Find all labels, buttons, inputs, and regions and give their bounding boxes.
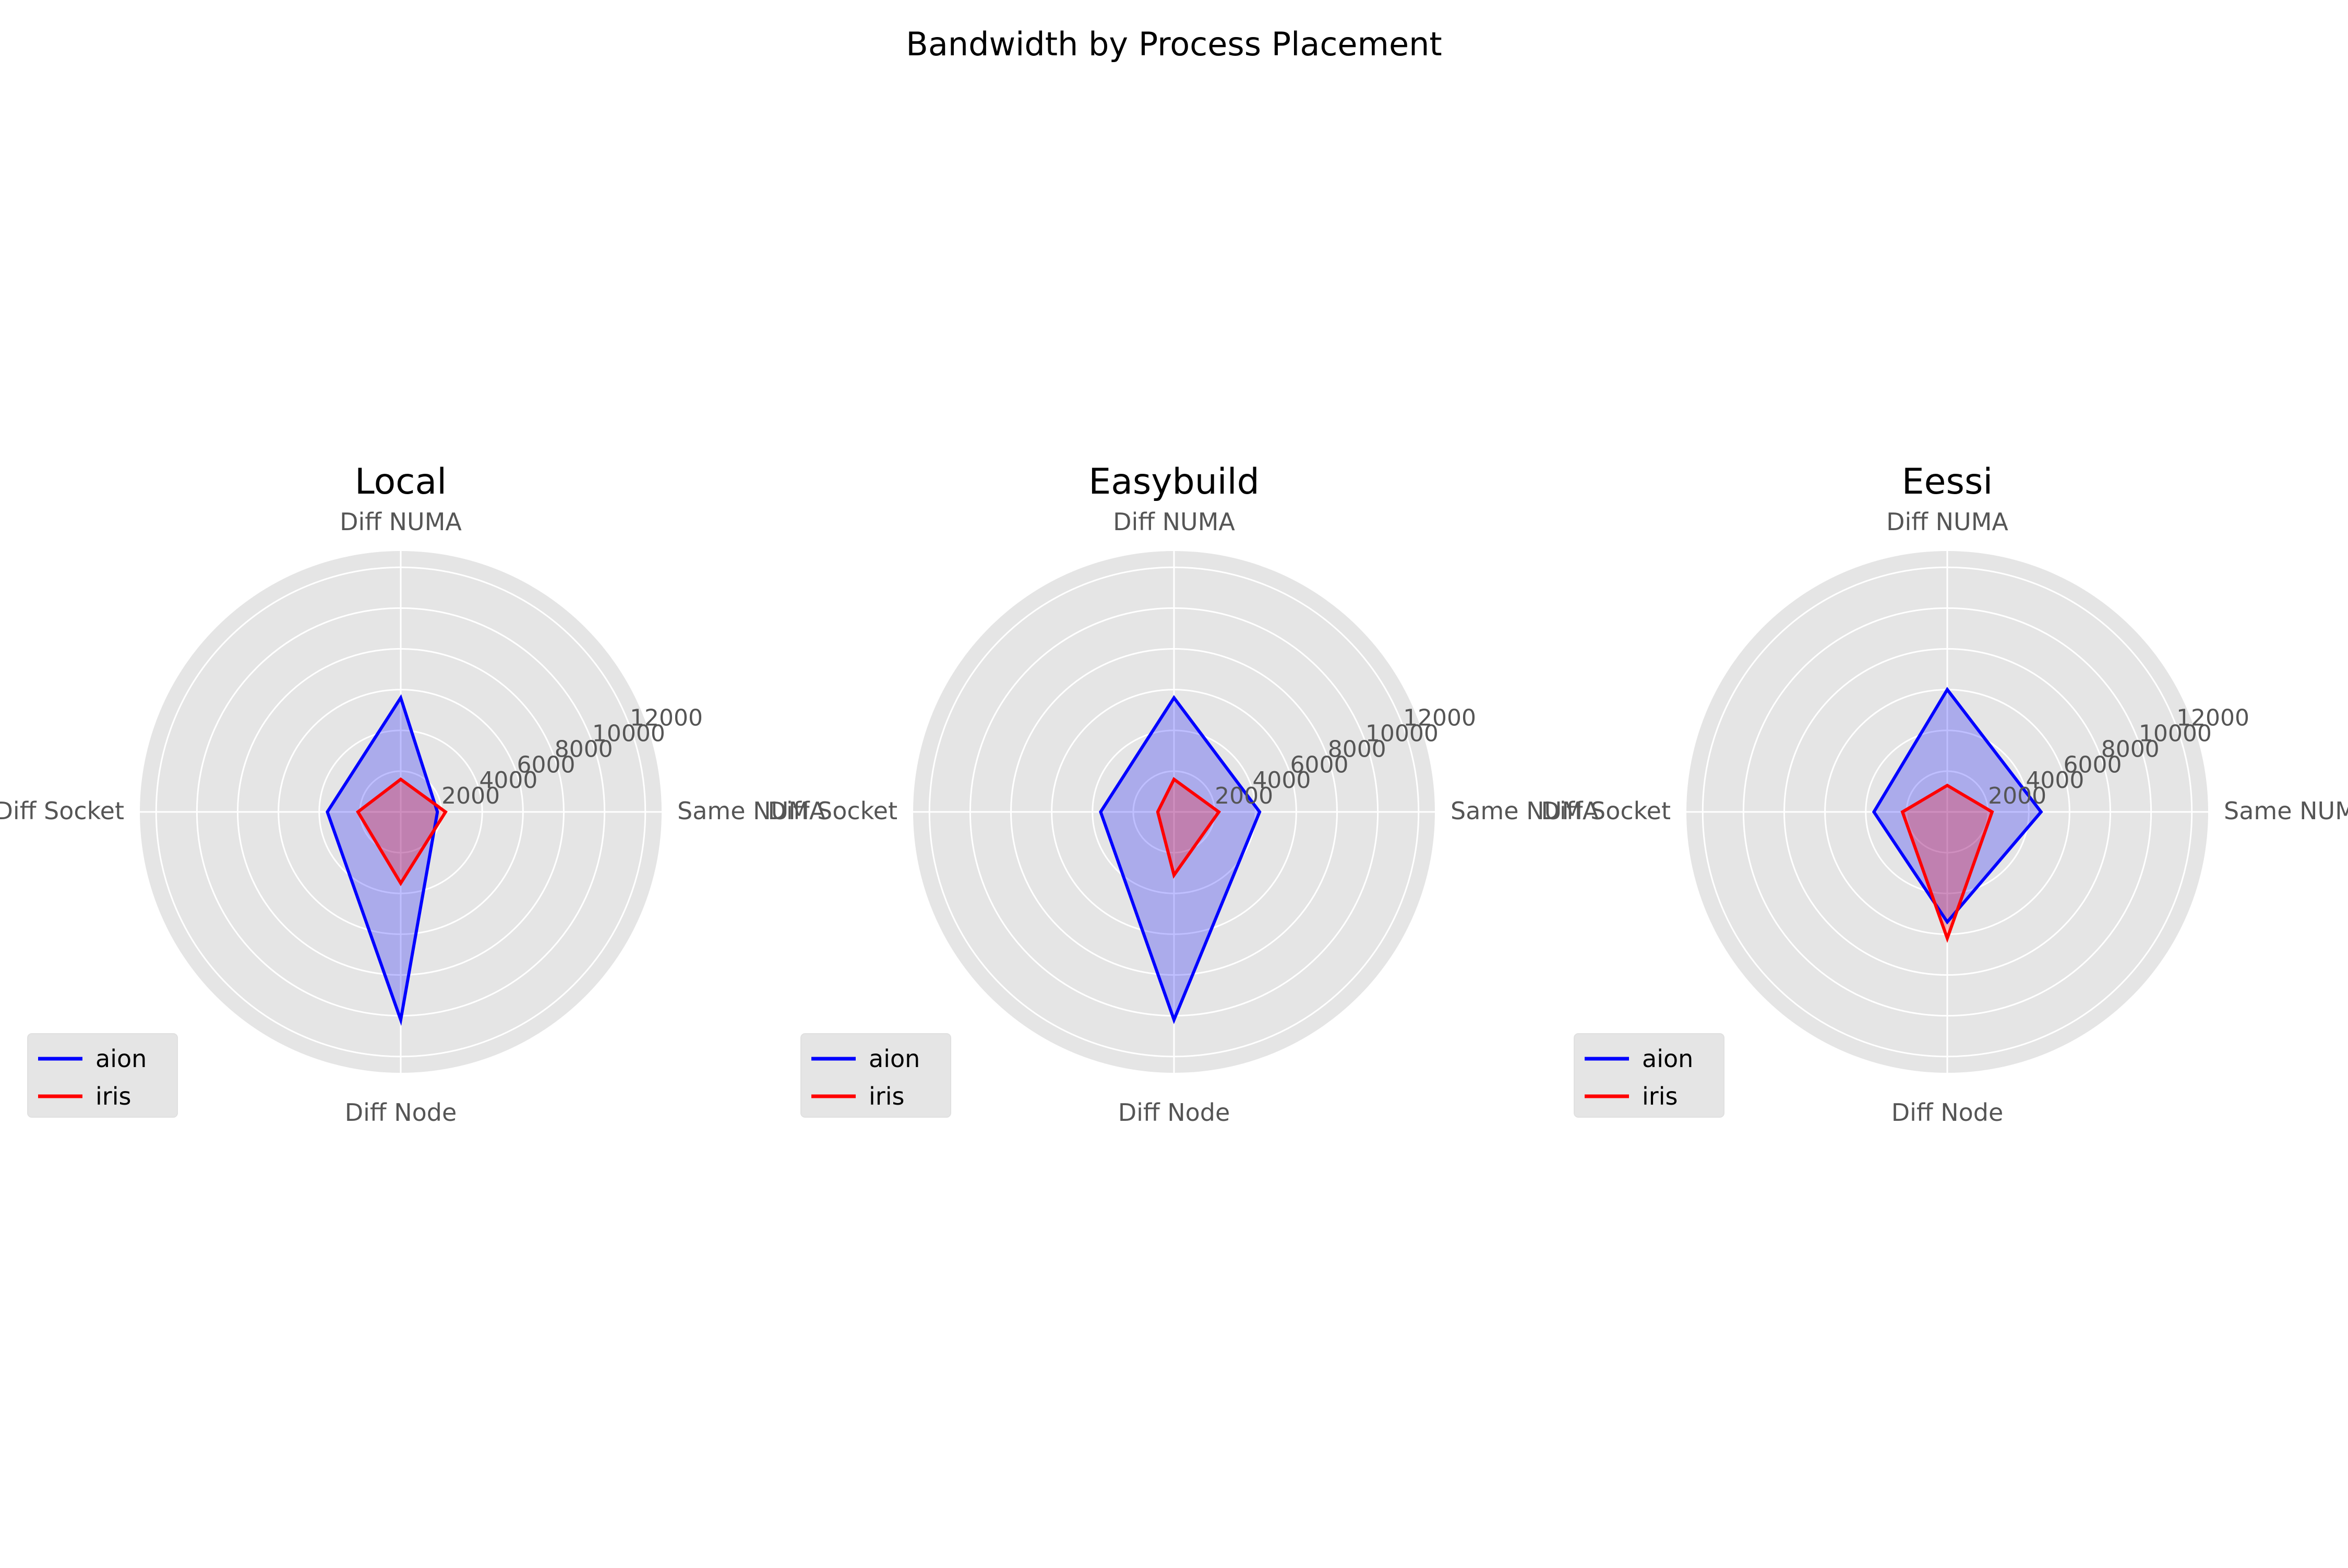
legend-label-iris: iris <box>869 1082 904 1110</box>
subplot-title: Local <box>355 461 447 502</box>
legend: aion iris <box>28 1034 177 1117</box>
category-label-diff-node: Diff Node <box>1118 1098 1230 1127</box>
category-label-diff-node: Diff Node <box>1891 1098 2004 1127</box>
legend-label-iris: iris <box>1642 1082 1678 1110</box>
figure-title: Bandwidth by Process Placement <box>0 25 2348 63</box>
radial-tick-label: 12000 <box>2176 705 2249 732</box>
legend-label-aion: aion <box>95 1045 147 1073</box>
legend: aion iris <box>801 1034 951 1117</box>
subplot-title: Easybuild <box>1088 461 1260 502</box>
subplot-title: Eessi <box>1902 461 1993 502</box>
category-label-same-numa: Same NUMA <box>2224 797 2348 825</box>
legend-label-aion: aion <box>1642 1045 1693 1073</box>
legend: aion iris <box>1574 1034 1724 1117</box>
category-label-diff-numa: Diff NUMA <box>340 508 462 536</box>
category-label-diff-socket: Diff Socket <box>0 797 124 825</box>
category-label-diff-socket: Diff Socket <box>1541 797 1671 825</box>
legend-label-aion: aion <box>869 1045 920 1073</box>
category-label-diff-numa: Diff NUMA <box>1113 508 1235 536</box>
legend-label-iris: iris <box>95 1082 131 1110</box>
category-label-diff-numa: Diff NUMA <box>1886 508 2008 536</box>
category-label-diff-node: Diff Node <box>345 1098 457 1127</box>
category-label-diff-socket: Diff Socket <box>768 797 898 825</box>
radial-tick-label: 12000 <box>1403 705 1476 732</box>
radial-tick-label: 12000 <box>630 705 703 732</box>
